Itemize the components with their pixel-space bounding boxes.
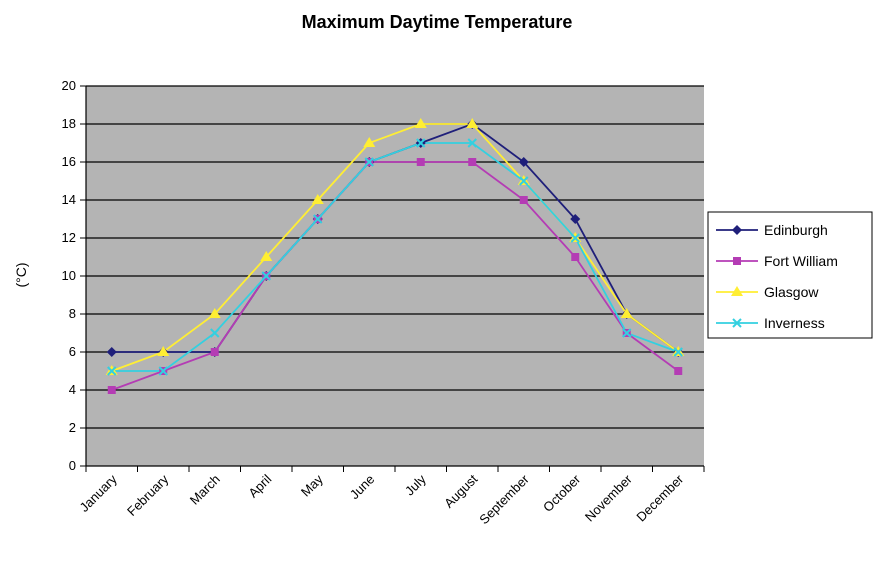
point-marker (414, 118, 427, 128)
chart-title: Maximum Daytime Temperature (302, 12, 573, 32)
point-marker (732, 225, 742, 235)
point-marker (570, 233, 580, 243)
point-marker (107, 386, 116, 394)
y-tick-label: 8 (69, 306, 76, 321)
point-marker (106, 347, 117, 357)
y-tick-label: 12 (62, 230, 76, 245)
point-marker (208, 308, 221, 318)
point-marker (519, 176, 529, 186)
x-tick-labels: January February March April May June July Augu… (77, 471, 687, 527)
point-marker (622, 328, 632, 338)
point-marker (261, 271, 271, 281)
x-tick-label: October (540, 471, 584, 515)
x-tick-label: November (582, 471, 635, 524)
point-marker (416, 158, 425, 166)
point-marker (107, 366, 117, 376)
series-markers (105, 118, 685, 394)
y-tick-labels: 0 2 4 6 8 10 12 14 16 18 20 (62, 78, 76, 473)
x-tick-label: August (441, 471, 480, 510)
y-tick-label: 0 (69, 458, 76, 473)
point-marker (733, 257, 741, 265)
legend-label: Fort William (764, 253, 838, 269)
x-tick-label: December (633, 471, 686, 524)
point-marker (519, 196, 528, 204)
series-line (111, 161, 679, 391)
point-marker (260, 251, 273, 261)
x-tick-label: April (245, 471, 274, 500)
series-line (111, 142, 679, 372)
point-marker (364, 157, 374, 167)
y-tick-label: 6 (69, 344, 76, 359)
x-tick-label: June (347, 472, 378, 503)
y-tick-label: 20 (62, 78, 76, 93)
y-axis-title: (°C) (13, 262, 29, 287)
legend-label: Glasgow (764, 284, 819, 300)
series-line (111, 123, 679, 372)
point-marker (468, 158, 477, 166)
point-marker (571, 253, 580, 261)
legend: Edinburgh Fort William Glasgow Inverness (707, 211, 873, 339)
point-marker (466, 118, 479, 128)
y-tick-label: 14 (62, 192, 76, 207)
point-marker (673, 347, 683, 357)
point-marker (311, 194, 324, 204)
point-marker (210, 348, 219, 356)
point-marker (157, 346, 170, 356)
point-marker (518, 157, 529, 167)
x-tick-label: July (402, 471, 429, 498)
x-tick-label: May (298, 471, 326, 499)
point-marker (313, 214, 323, 224)
y-tick-label: 10 (62, 268, 76, 283)
x-tick-label: September (476, 471, 532, 527)
axes (80, 85, 705, 472)
legend-label: Edinburgh (764, 222, 828, 238)
series-lines (111, 122, 679, 391)
y-tick-label: 2 (69, 420, 76, 435)
x-tick-label: February (124, 471, 172, 519)
point-marker (158, 366, 168, 376)
point-marker (363, 137, 376, 147)
point-marker (467, 138, 477, 148)
x-tick-label: March (187, 472, 223, 508)
legend-label: Inverness (764, 315, 825, 331)
point-marker (620, 308, 633, 318)
y-tick-label: 4 (69, 382, 76, 397)
point-marker (210, 328, 220, 338)
y-tick-label: 16 (62, 154, 76, 169)
x-tick-label: January (77, 471, 121, 515)
point-marker (731, 286, 743, 296)
point-marker (416, 138, 426, 148)
y-tick-label: 18 (62, 116, 76, 131)
point-marker (674, 367, 683, 375)
point-marker (732, 318, 742, 328)
point-marker (570, 214, 581, 224)
